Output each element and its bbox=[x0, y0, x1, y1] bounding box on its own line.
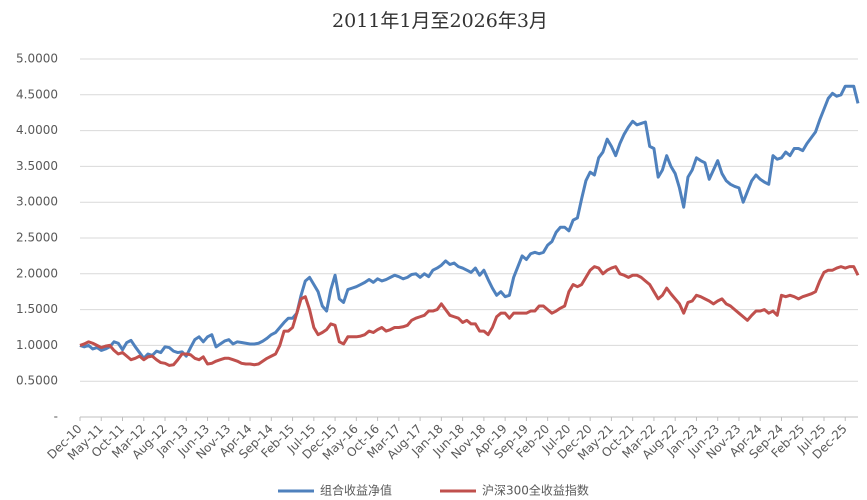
y-tick-label: 1.5000 bbox=[16, 302, 58, 316]
y-tick-label: 5.0000 bbox=[16, 52, 58, 66]
legend-label: 组合收益净值 bbox=[320, 483, 392, 498]
y-tick-label: 2.5000 bbox=[16, 231, 58, 245]
series-line bbox=[79, 84, 860, 360]
legend-label: 沪深300全收益指数 bbox=[482, 483, 589, 498]
y-tick-label: 1.0000 bbox=[16, 338, 58, 352]
chart-title: 2011年1月至2026年3月 bbox=[332, 10, 548, 32]
y-tick-label: - bbox=[54, 410, 58, 424]
y-tick-label: 3.0000 bbox=[16, 195, 58, 209]
y-tick-label: 4.5000 bbox=[16, 87, 58, 101]
y-tick-label: 2.0000 bbox=[16, 266, 58, 280]
y-tick-label: 3.5000 bbox=[16, 159, 58, 173]
y-tick-label: 0.5000 bbox=[16, 374, 58, 388]
series-line bbox=[79, 265, 860, 367]
y-tick-label: 4.0000 bbox=[16, 123, 58, 137]
